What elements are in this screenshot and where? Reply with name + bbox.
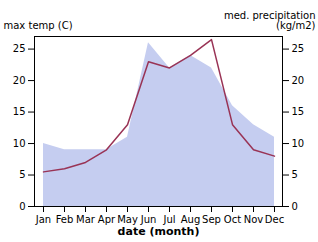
svg-text:0: 0	[19, 201, 25, 212]
svg-text:25: 25	[292, 43, 305, 54]
svg-text:15: 15	[13, 106, 26, 117]
svg-text:Jan: Jan	[35, 214, 51, 225]
svg-text:Nov: Nov	[244, 214, 264, 225]
svg-text:Dec: Dec	[265, 214, 284, 225]
svg-text:15: 15	[292, 106, 305, 117]
svg-text:Mar: Mar	[76, 214, 96, 225]
svg-text:20: 20	[13, 75, 26, 86]
svg-text:Sep: Sep	[202, 214, 221, 225]
svg-text:Jun: Jun	[140, 214, 157, 225]
svg-text:20: 20	[292, 75, 305, 86]
svg-text:max temp (C): max temp (C)	[4, 20, 73, 31]
svg-text:10: 10	[13, 138, 26, 149]
svg-text:25: 25	[13, 43, 26, 54]
svg-text:5: 5	[19, 169, 25, 180]
svg-text:10: 10	[292, 138, 305, 149]
svg-text:May: May	[117, 214, 138, 225]
svg-text:date (month): date (month)	[118, 225, 200, 238]
svg-text:Apr: Apr	[98, 214, 116, 225]
svg-text:0: 0	[292, 201, 298, 212]
svg-text:5: 5	[292, 169, 298, 180]
svg-text:Oct: Oct	[224, 214, 241, 225]
svg-text:Feb: Feb	[56, 214, 74, 225]
svg-text:med. precipitation(kg/m2): med. precipitation(kg/m2)	[224, 10, 316, 31]
svg-text:Jul: Jul	[162, 214, 175, 225]
svg-text:Aug: Aug	[181, 214, 201, 225]
